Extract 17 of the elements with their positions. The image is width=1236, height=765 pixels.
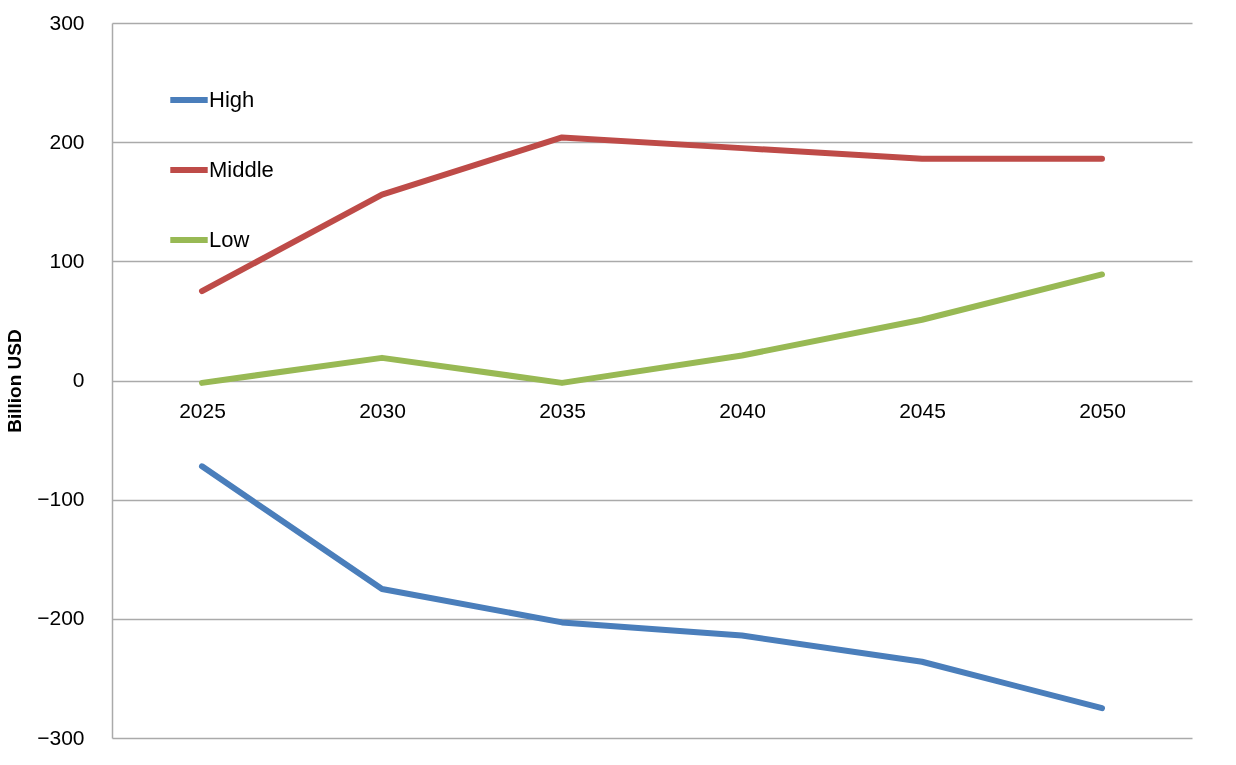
y-axis-title: Billion USD — [4, 329, 26, 433]
y-tick-label: 300 — [49, 10, 85, 34]
x-tick-label: 2050 — [1079, 399, 1126, 422]
y-tick-label: −200 — [37, 606, 85, 630]
x-tick-label: 2045 — [899, 399, 946, 422]
x-tick-label: 2025 — [179, 399, 226, 422]
x-tick-label: 2035 — [539, 399, 586, 422]
legend-label: Middle — [209, 157, 274, 182]
x-tick-label: 2040 — [719, 399, 766, 422]
y-tick-label: −100 — [37, 487, 85, 511]
x-tick-label: 2030 — [359, 399, 406, 422]
y-tick-label: 0 — [72, 368, 85, 391]
y-tick-label: 100 — [49, 248, 85, 272]
legend-label: High — [209, 87, 255, 112]
legend-label: Low — [209, 227, 250, 252]
y-tick-label: −300 — [37, 725, 85, 749]
y-tick-label: 200 — [49, 129, 85, 153]
